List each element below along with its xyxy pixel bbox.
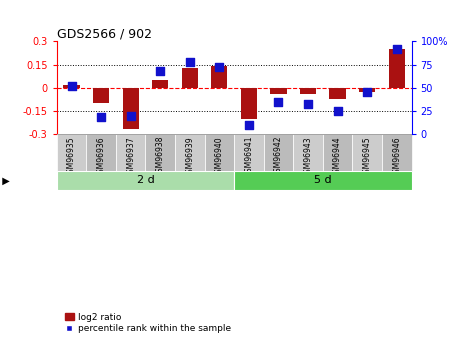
Text: GDS2566 / 902: GDS2566 / 902: [57, 27, 152, 40]
Bar: [93, 88, 109, 103]
Bar: [63, 85, 79, 88]
Point: [157, 68, 164, 74]
Text: GSM96939: GSM96939: [185, 136, 194, 178]
Bar: [123, 88, 139, 129]
Point: [393, 46, 401, 51]
Bar: [57, 134, 86, 171]
Text: time ▶: time ▶: [0, 176, 9, 186]
Bar: [182, 68, 198, 88]
Bar: [382, 134, 412, 171]
Text: GSM96940: GSM96940: [215, 136, 224, 178]
Point: [245, 122, 253, 128]
Text: GSM96936: GSM96936: [96, 136, 105, 178]
Text: GSM96937: GSM96937: [126, 136, 135, 178]
Bar: [116, 134, 146, 171]
Point: [186, 59, 193, 65]
Legend: log2 ratio, percentile rank within the sample: log2 ratio, percentile rank within the s…: [61, 309, 235, 337]
Bar: [205, 134, 234, 171]
Bar: [293, 134, 323, 171]
Bar: [146, 134, 175, 171]
Bar: [300, 88, 316, 94]
Text: 5 d: 5 d: [314, 176, 332, 186]
Bar: [271, 88, 287, 94]
Bar: [330, 88, 346, 99]
Text: GSM96945: GSM96945: [363, 136, 372, 178]
Bar: [352, 134, 382, 171]
Bar: [359, 88, 375, 92]
Bar: [152, 80, 168, 88]
Text: GSM96944: GSM96944: [333, 136, 342, 178]
Bar: [323, 134, 352, 171]
Point: [68, 83, 75, 89]
Bar: [264, 134, 293, 171]
Point: [304, 101, 312, 106]
Text: 2 d: 2 d: [137, 176, 154, 186]
Text: GSM96943: GSM96943: [304, 136, 313, 178]
Bar: [389, 49, 405, 88]
Point: [216, 65, 223, 70]
Text: GSM96946: GSM96946: [392, 136, 401, 178]
Text: GSM96942: GSM96942: [274, 136, 283, 177]
Bar: [57, 171, 234, 190]
Bar: [175, 134, 204, 171]
Bar: [234, 134, 264, 171]
Point: [363, 90, 371, 95]
Bar: [241, 88, 257, 119]
Point: [334, 108, 342, 114]
Bar: [234, 171, 412, 190]
Point: [97, 115, 105, 120]
Bar: [211, 66, 228, 88]
Text: GSM96941: GSM96941: [245, 136, 254, 177]
Point: [127, 113, 134, 118]
Text: GSM96935: GSM96935: [67, 136, 76, 178]
Text: GSM96938: GSM96938: [156, 136, 165, 177]
Point: [275, 99, 282, 105]
Bar: [86, 134, 116, 171]
